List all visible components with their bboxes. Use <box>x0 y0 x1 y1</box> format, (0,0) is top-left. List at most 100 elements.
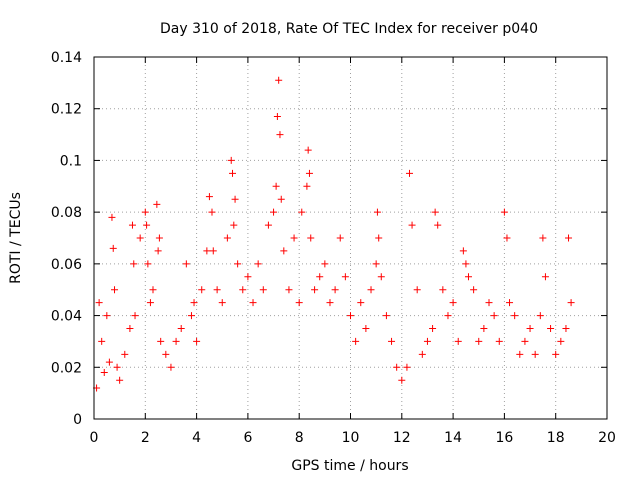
data-point <box>182 260 190 268</box>
y-tick-label: 0.08 <box>51 205 82 221</box>
data-point <box>280 247 288 255</box>
x-tick-label: 2 <box>141 430 150 446</box>
data-point <box>272 182 280 190</box>
data-point <box>276 131 284 139</box>
data-point <box>326 299 334 307</box>
data-point <box>311 286 319 294</box>
ticks-layer: 0 2 4 6 8 10 12 14 16 18 20 0 0.02 0.04 0.06 0.08 0.1 0.1… <box>51 50 616 446</box>
data-point <box>526 325 534 332</box>
data-point <box>239 286 247 294</box>
data-point <box>495 337 503 345</box>
data-point <box>103 312 111 320</box>
data-point <box>149 286 157 294</box>
data-point <box>375 234 383 242</box>
data-point <box>500 208 508 216</box>
data-point <box>462 260 470 268</box>
x-tick-label: 12 <box>393 430 411 446</box>
data-point <box>249 299 257 307</box>
data-point <box>562 325 570 332</box>
data-point <box>172 337 180 345</box>
data-point <box>146 299 154 307</box>
data-point <box>177 325 185 332</box>
data-point <box>480 325 488 332</box>
data-point <box>547 325 555 332</box>
data-point <box>444 312 452 320</box>
data-point <box>98 337 106 345</box>
data-point <box>218 299 226 307</box>
data-point <box>95 299 103 307</box>
data-point <box>155 234 163 242</box>
data-point <box>362 325 370 332</box>
data-point <box>321 260 329 268</box>
data-point <box>153 200 161 208</box>
data-point <box>190 299 198 307</box>
data-point <box>377 273 385 281</box>
data-point <box>187 312 195 320</box>
data-point <box>541 273 549 281</box>
x-tick-label: 10 <box>342 430 360 446</box>
data-point <box>295 299 303 307</box>
data-point <box>373 208 381 216</box>
data-point <box>108 213 116 221</box>
data-point <box>470 286 478 294</box>
data-point <box>109 244 117 252</box>
data-point <box>100 368 108 376</box>
x-tick-label: 20 <box>598 430 616 446</box>
y-tick-label: 0.02 <box>51 360 82 376</box>
data-point <box>116 376 124 384</box>
x-tick-label: 0 <box>90 430 99 446</box>
data-point <box>567 299 575 307</box>
data-point <box>372 260 380 268</box>
data-point <box>205 193 213 201</box>
data-point <box>423 337 431 345</box>
data-point <box>285 286 293 294</box>
data-point <box>277 195 285 203</box>
data-point <box>136 234 144 242</box>
data-point <box>357 299 365 307</box>
data-point <box>413 286 421 294</box>
data-point <box>511 312 519 320</box>
data-point <box>203 247 211 255</box>
data-point <box>290 234 298 242</box>
data-point <box>209 247 217 255</box>
y-axis-title: ROTI / TECUs <box>8 192 24 284</box>
data-point <box>275 76 283 84</box>
data-point <box>230 221 238 229</box>
data-point <box>227 156 235 164</box>
data-point <box>121 350 129 358</box>
data-point <box>565 234 573 242</box>
y-tick-label: 0 <box>73 412 82 428</box>
data-point <box>347 312 354 320</box>
data-point <box>475 337 483 345</box>
data-point <box>449 299 457 307</box>
data-point <box>393 363 401 371</box>
x-tick-label: 14 <box>444 430 462 446</box>
data-point <box>305 169 313 177</box>
data-point <box>130 260 138 268</box>
data-point <box>464 273 472 281</box>
data-point <box>485 299 493 307</box>
data-point <box>254 260 262 268</box>
data-point <box>341 273 349 281</box>
data-point <box>431 208 439 216</box>
data-point <box>304 146 312 154</box>
data-point <box>454 337 462 345</box>
data-point <box>403 363 411 371</box>
x-tick-label: 6 <box>243 430 252 446</box>
data-point <box>429 325 437 332</box>
data-point <box>408 221 416 229</box>
data-point <box>143 221 151 229</box>
data-point <box>193 337 201 345</box>
data-point <box>234 260 242 268</box>
data-point <box>336 234 344 242</box>
x-tick-label: 8 <box>295 430 304 446</box>
data-point <box>270 208 278 216</box>
data-point <box>521 337 529 345</box>
data-point <box>398 376 406 384</box>
data-point <box>231 195 239 203</box>
data-point <box>539 234 547 242</box>
x-tick-label: 18 <box>547 430 565 446</box>
data-point <box>141 208 149 216</box>
data-point <box>298 208 306 216</box>
data-point <box>111 286 119 294</box>
